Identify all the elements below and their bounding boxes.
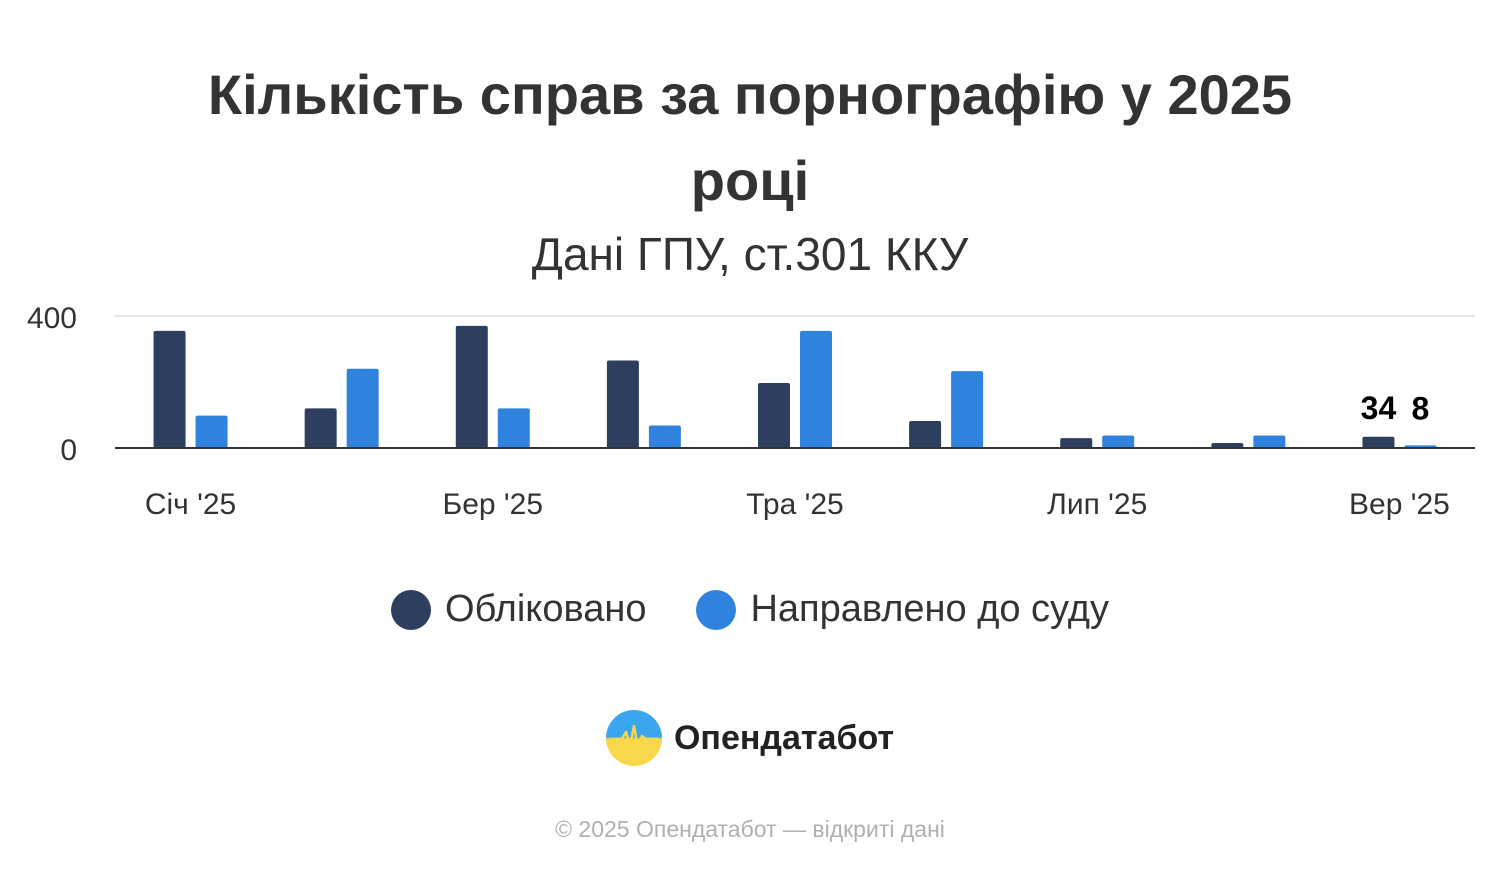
- bar-registered: [153, 330, 186, 448]
- x-tick-label: Лип '25: [1047, 488, 1147, 521]
- data-label: 8: [1412, 390, 1430, 426]
- x-tick-label: Тра '25: [746, 488, 843, 521]
- bar-registered: [1211, 443, 1244, 448]
- y-tick-label: 0: [60, 434, 77, 467]
- legend-item-sent-to-court[interactable]: Направлено до суду: [696, 588, 1109, 631]
- bar-registered: [1362, 436, 1395, 448]
- x-tick-label: Січ '25: [145, 488, 236, 521]
- chart-title: Кількість справ за порнографію у 2025 ро…: [207, 63, 1293, 212]
- bar-sent-to-court: [1102, 435, 1135, 448]
- bar-sent-to-court: [497, 408, 530, 448]
- chart-subtitle: Дані ГПУ, ст.301 ККУ: [531, 228, 969, 280]
- bar-sent-to-court: [1253, 435, 1286, 448]
- bar-registered: [758, 382, 790, 448]
- bar-registered: [1060, 438, 1093, 448]
- legend-label-sent-to-court: Направлено до суду: [750, 588, 1109, 630]
- bar-sent-to-court: [800, 330, 832, 448]
- brand-name: Опендатабот: [673, 718, 895, 757]
- x-tick-label: Бер '25: [443, 488, 544, 521]
- bar-registered: [304, 408, 337, 448]
- brand: Опендатабот: [0, 710, 1500, 766]
- bar-registered: [909, 420, 942, 448]
- bar-sent-to-court: [951, 371, 984, 448]
- bar-sent-to-court: [195, 415, 228, 448]
- legend-swatch-sent-to-court: [696, 589, 737, 630]
- legend-label-registered: Обліковано: [445, 588, 647, 630]
- data-label: 34: [1361, 390, 1397, 426]
- legend-swatch-registered: [391, 589, 432, 630]
- bar-sent-to-court: [346, 368, 379, 448]
- footer-copyright: © 2025 Опендатабот — відкриті дані: [555, 816, 945, 842]
- legend-item-registered[interactable]: Обліковано: [391, 588, 646, 631]
- bar-sent-to-court: [648, 425, 681, 448]
- bar-chart: 0 400 Січ '25 Бер '25 Тра '25 Лип '25 Вер '25 3…: [27, 302, 1475, 521]
- y-tick-label: 400: [27, 302, 77, 335]
- heartbeat-circle-icon: [605, 710, 662, 766]
- x-tick-label: Вер '25: [1349, 488, 1450, 521]
- chart-legend: Обліковано Направлено до суду: [0, 588, 1500, 631]
- bar-registered: [606, 360, 639, 448]
- bar-registered: [455, 325, 488, 448]
